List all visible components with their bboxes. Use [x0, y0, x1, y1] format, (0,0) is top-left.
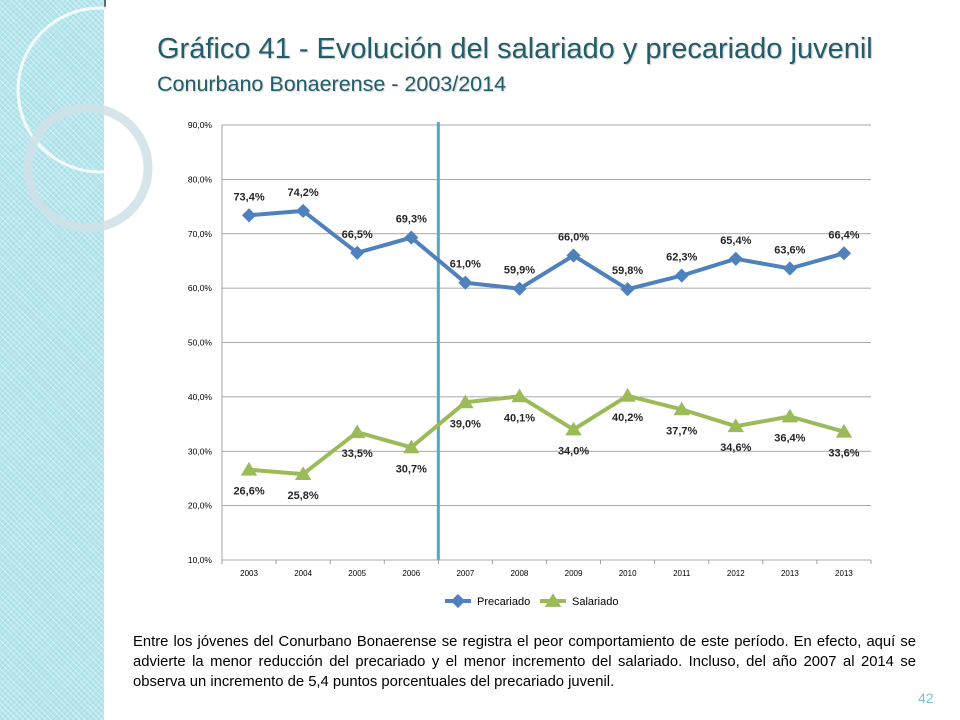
- slide-subtitle: Conurbano Bonaerense - 2003/2014: [157, 72, 507, 96]
- x-tick-label: 2003: [240, 569, 258, 578]
- salariado-line: [247, 393, 846, 477]
- salariado-data-label: 40,2%: [612, 412, 643, 424]
- salariado-point-marker: [835, 423, 853, 438]
- salariado-point-marker: [348, 424, 366, 439]
- precariado-point-marker: [296, 203, 311, 218]
- line-chart: 10,0% 20,0% 30,0% 40,0% 50,0% 60,0% 70,0% 80,0%…: [175, 108, 881, 622]
- salariado-data-label: 39,0%: [450, 418, 481, 430]
- x-tick-label: 2005: [348, 569, 366, 578]
- strip-edge-mark: [104, 0, 106, 9]
- precariado-point-marker: [620, 282, 635, 297]
- precariado-point-marker: [350, 245, 365, 260]
- precariado-line: [247, 208, 846, 292]
- precariado-data-label: 61,0%: [450, 259, 481, 271]
- salariado-point-marker: [240, 461, 258, 476]
- precariado-series: 73,4% 74,2% 66,5% 69,3% 61,0% 59,9% 66,0% 59,8%…: [233, 187, 860, 297]
- precariado-point-marker: [404, 230, 419, 245]
- salariado-series: 26,6% 25,8% 33,5% 30,7% 39,0% 40,1% 34,0% 40,2%…: [233, 388, 860, 502]
- precariado-data-label: 59,8%: [612, 265, 643, 277]
- salariado-data-label: 37,7%: [666, 425, 697, 437]
- decorative-ring-thin: [16, 6, 170, 174]
- salariado-data-label: 30,7%: [396, 463, 427, 475]
- salariado-point-marker: [511, 388, 528, 403]
- precariado-data-label: 62,3%: [666, 252, 697, 264]
- salariado-point-marker: [673, 401, 690, 416]
- salariado-data-label: 25,8%: [288, 490, 319, 502]
- x-tick-label: 2004: [294, 569, 312, 578]
- salariado-point-marker: [619, 388, 636, 402]
- y-tick-label: 90,0%: [188, 120, 213, 130]
- precariado-point-marker: [566, 248, 581, 263]
- precariado-data-label: 73,4%: [233, 191, 264, 203]
- y-tick-label: 70,0%: [188, 229, 213, 239]
- body-paragraph: Entre los jóvenes del Conurbano Bonaeren…: [133, 634, 916, 690]
- precariado-data-label: 59,9%: [504, 265, 535, 277]
- y-tick-label: 60,0%: [188, 283, 213, 293]
- salariado-data-label: 33,5%: [342, 448, 373, 460]
- gridlines: [222, 124, 871, 561]
- legend-marker-precariado: [450, 593, 466, 609]
- legend: Precariado Salariado: [445, 593, 618, 609]
- x-tick-label: 2006: [402, 569, 420, 578]
- salariado-point-marker: [781, 408, 799, 423]
- salariado-point-marker: [294, 466, 312, 481]
- precariado-data-label: 66,0%: [558, 232, 589, 244]
- salariado-data-label: 40,1%: [504, 412, 535, 424]
- precariado-point-marker: [782, 261, 797, 276]
- salariado-data-label: 36,4%: [774, 432, 805, 444]
- y-tick-label: 10,0%: [188, 555, 213, 565]
- y-tick-label: 20,0%: [188, 501, 213, 511]
- salariado-point-marker: [565, 421, 582, 436]
- salariado-data-label: 34,0%: [558, 446, 589, 458]
- precariado-point-marker: [241, 208, 257, 223]
- salariado-data-label: 34,6%: [720, 442, 751, 454]
- precariado-point-marker: [458, 275, 473, 290]
- precariado-data-label: 74,2%: [288, 187, 319, 199]
- salariado-data-label: 33,6%: [828, 448, 859, 460]
- decorative-ring-thick: [23, 103, 153, 233]
- y-tick-label: 40,0%: [188, 392, 213, 402]
- precariado-data-label: 66,5%: [342, 229, 373, 241]
- y-tick-label: 30,0%: [188, 446, 213, 456]
- legend-label-salariado: Salariado: [572, 596, 618, 608]
- legend-item-precariado: Precariado: [445, 593, 530, 609]
- salariado-point-marker: [457, 394, 474, 409]
- precariado-point-marker: [836, 246, 852, 261]
- slide-title: Gráfico 41 - Evolución del salariado y p…: [157, 33, 873, 65]
- x-tick-label: 2012: [727, 569, 745, 578]
- y-tick-label: 50,0%: [188, 338, 213, 348]
- precariado-data-label: 69,3%: [396, 214, 427, 226]
- y-tick-label: 80,0%: [188, 174, 213, 184]
- salariado-data-label: 26,6%: [233, 486, 264, 498]
- x-tick-label: 2010: [619, 569, 637, 578]
- x-tick-label: 2013: [781, 569, 799, 578]
- legend-label-precariado: Precariado: [477, 596, 530, 608]
- decorative-circles: [16, 6, 170, 233]
- precariado-point-marker: [728, 251, 743, 266]
- x-tick-label: 2009: [565, 569, 583, 578]
- salariado-point-marker: [403, 439, 420, 454]
- salariado-point-marker: [727, 418, 745, 433]
- x-tick-label: 2013: [835, 569, 853, 578]
- precariado-point-marker: [512, 281, 527, 296]
- page-number: 42: [918, 690, 934, 706]
- axes: 10,0% 20,0% 30,0% 40,0% 50,0% 60,0% 70,0% 80,0%…: [188, 120, 872, 578]
- x-tick-label: 2011: [673, 569, 691, 578]
- x-tick-label: 2007: [456, 569, 474, 578]
- precariado-data-label: 63,6%: [774, 245, 805, 257]
- precariado-data-label: 65,4%: [720, 235, 751, 247]
- precariado-point-marker: [674, 268, 689, 283]
- x-tick-label: 2008: [511, 569, 529, 578]
- legend-item-salariado: Salariado: [540, 593, 618, 608]
- legend-marker-salariado: [544, 593, 562, 607]
- precariado-data-label: 66,4%: [828, 229, 859, 241]
- line-chart-canvas: 10,0% 20,0% 30,0% 40,0% 50,0% 60,0% 70,0% 80,0%…: [188, 120, 872, 609]
